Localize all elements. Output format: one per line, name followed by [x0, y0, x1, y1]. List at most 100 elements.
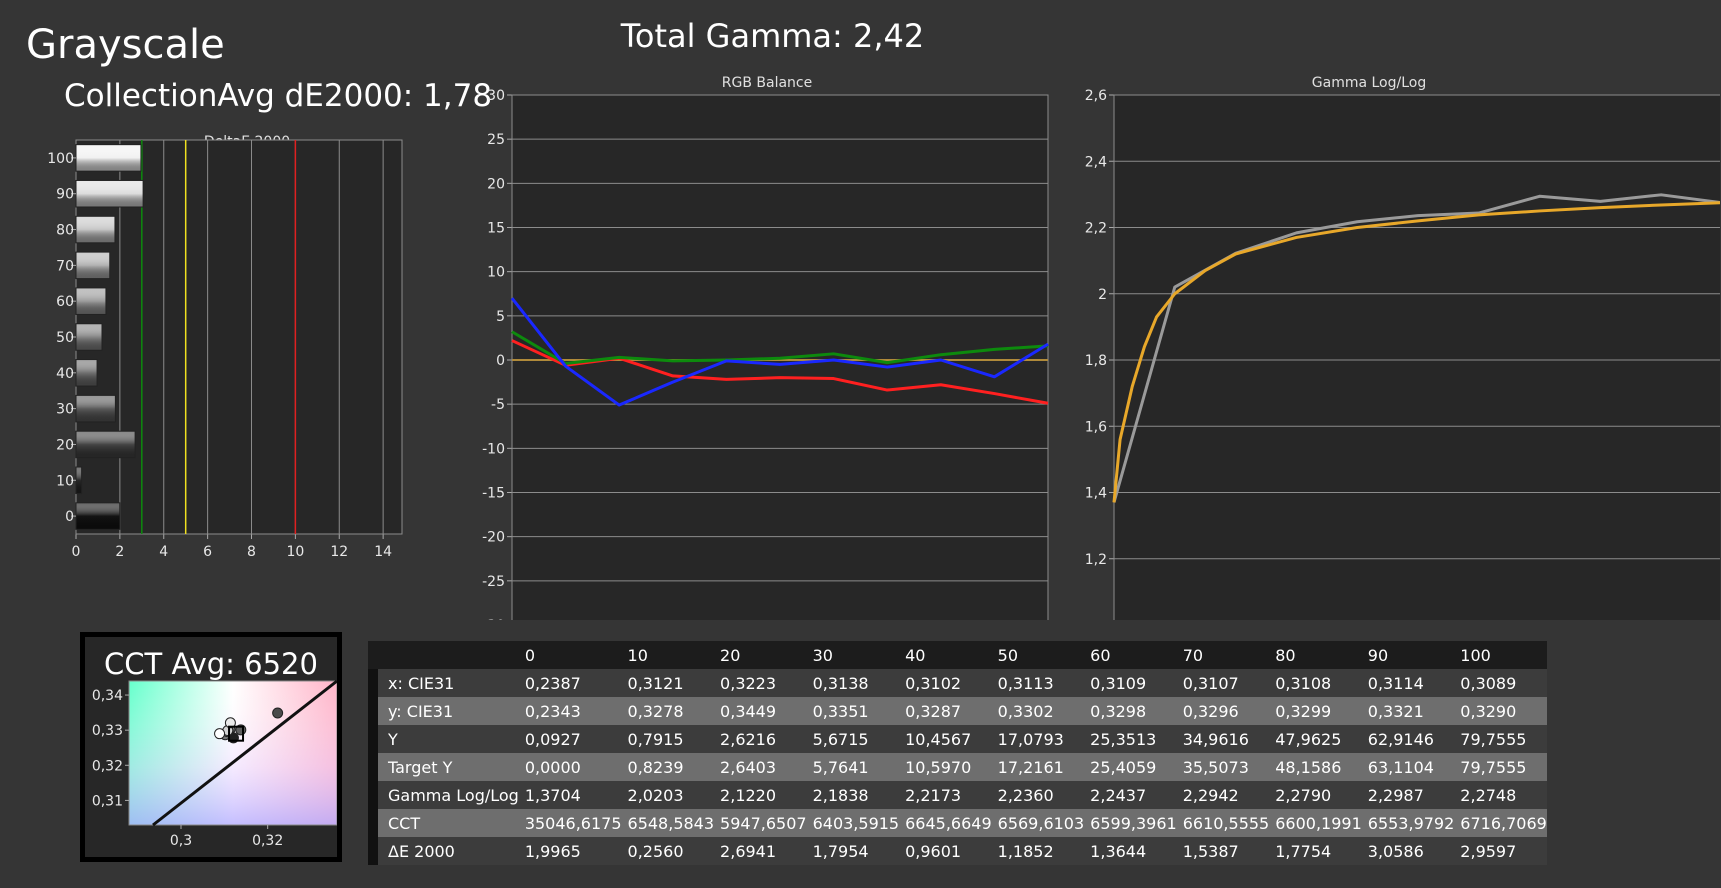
cie-y-tick-label: 0,33 — [92, 723, 123, 739]
deltae-bar-shading — [75, 179, 144, 208]
table-column-header: 70 — [1176, 641, 1270, 669]
table-cell: 5947,6507 — [714, 809, 807, 837]
table-cell: 0,2560 — [621, 837, 715, 865]
deltae-category-label: 100 — [47, 151, 74, 167]
rgb-balance-chart: RGB Balance 30 25 20 15 10 5 0 -5 -10 -15 -20 -25 -3… — [482, 75, 1049, 620]
table-row-stub — [368, 809, 378, 837]
deltae-bar-shading — [75, 359, 98, 387]
cie-y-tick-label: 0,31 — [92, 793, 123, 809]
rgb-y-tick-label: 5 — [496, 309, 505, 325]
table-cell: 6645,6649 — [899, 809, 992, 837]
table-cell: 0,0927 — [518, 725, 622, 753]
table-cell: 0,8239 — [621, 753, 715, 781]
planckian-locus-line — [152, 679, 337, 827]
table-cell: 0,3114 — [1361, 669, 1455, 697]
table-cell: 0,3321 — [1361, 697, 1455, 725]
table-cell: 1,3704 — [518, 781, 622, 809]
table-cell: 0,3298 — [1084, 697, 1177, 725]
table-cell: 2,6403 — [714, 753, 807, 781]
table-row-stub — [368, 725, 378, 753]
table-cell: 1,7954 — [806, 837, 900, 865]
rgb-balance-chart-title: RGB Balance — [722, 75, 812, 91]
table-cell: 0,3138 — [806, 669, 900, 697]
table-cell: 0,0000 — [518, 753, 622, 781]
table-cell: 10,4567 — [899, 725, 992, 753]
deltae-bar-shading — [75, 144, 142, 172]
table-cell: 25,4059 — [1084, 753, 1177, 781]
table-column-header: 60 — [1084, 641, 1177, 669]
deltae-x-tick-label: 10 — [286, 544, 304, 560]
table-row-label: Gamma Log/Log — [378, 781, 519, 809]
table-cell: 0,3351 — [806, 697, 900, 725]
cie-chart: 0,34 0,33 0,32 0,31 0,3 0,32 — [92, 679, 337, 849]
table-row-label: CCT — [378, 809, 519, 837]
table-cell: 6716,7069 — [1454, 809, 1547, 837]
deltae-category-label: 60 — [56, 294, 74, 310]
table-cell: 1,3644 — [1084, 837, 1177, 865]
rgb-series-line-2 — [510, 297, 1049, 407]
cct-panel: CCT Avg: 6520 0,34 0,33 0,32 0,31 0,3 0,32 — [80, 632, 342, 862]
gamma-chart: Gamma Log/Log 2,62,42,221,81,61,41,20102… — [1085, 75, 1720, 620]
measurement-table: 0 10 20 30 40 50 60 70 80 90 100 x: CIE31 0,2387 0,3… — [368, 641, 1547, 865]
gamma-series-line-1 — [1112, 201, 1720, 503]
table-cell: 25,3513 — [1084, 725, 1177, 753]
cie-border — [128, 680, 337, 826]
deltae-bar-shading — [75, 502, 121, 530]
deltae-bar-shading — [75, 466, 83, 495]
gamma-plot-border — [1113, 94, 1720, 620]
deltae-x-tick-label: 4 — [159, 544, 168, 560]
table-row: ΔE 2000 1,9965 0,2560 2,6941 1,7954 0,9601 1,1… — [368, 837, 1547, 865]
table-cell: 6599,3961 — [1084, 809, 1177, 837]
table-row: Target Y 0,0000 0,8239 2,6403 5,7641 10,5970 1… — [368, 753, 1547, 781]
table-cell: 2,2748 — [1454, 781, 1547, 809]
table-cell: 79,7555 — [1454, 725, 1547, 753]
table-column-header: 90 — [1361, 641, 1455, 669]
deltae-category-label: 70 — [56, 258, 74, 274]
table-column-header: 30 — [806, 641, 900, 669]
table-column-header: 20 — [714, 641, 807, 669]
average-delta-e: CollectionAvg dE2000: 1,78 — [64, 78, 493, 114]
table-cell: 17,2161 — [991, 753, 1085, 781]
rgb-y-tick-label: 0 — [496, 353, 505, 369]
table-cell: 0,3299 — [1269, 697, 1362, 725]
gamma-y-tick-label: 1,8 — [1085, 353, 1107, 369]
table-cell: 10,5970 — [899, 753, 992, 781]
table-cell: 1,7754 — [1269, 837, 1362, 865]
cie-measured-point — [224, 717, 236, 729]
page-title: Grayscale — [26, 22, 225, 68]
table-column-header: 80 — [1269, 641, 1362, 669]
rgb-y-tick-label: -20 — [482, 530, 505, 546]
rgb-y-tick-label: -25 — [482, 574, 505, 590]
table-row: y: CIE31 0,2343 0,3278 0,3449 0,3351 0,3287 0,… — [368, 697, 1547, 725]
gamma-y-tick-label: 2,4 — [1085, 154, 1107, 170]
table-cell: 1,5387 — [1176, 837, 1270, 865]
rgb-y-tick-label: 10 — [487, 265, 505, 281]
table-row-stub — [368, 697, 378, 725]
deltae-category-label: 0 — [65, 509, 74, 525]
table-cell: 48,1586 — [1269, 753, 1362, 781]
table-cell: 0,3278 — [621, 697, 715, 725]
table-cell: 0,3102 — [899, 669, 992, 697]
deltae-category-label: 20 — [56, 437, 74, 453]
deltae-x-tick-label: 14 — [374, 544, 392, 560]
cie-y-tick-label: 0,34 — [92, 688, 123, 704]
table-cell: 63,1104 — [1361, 753, 1455, 781]
table-cell: 0,3223 — [714, 669, 807, 697]
deltae-x-tick-label: 12 — [330, 544, 348, 560]
table-cell: 2,2790 — [1269, 781, 1362, 809]
deltae-chart: DeltaE 2000 0246810121401020304050607080… — [47, 134, 403, 560]
table-cell: 0,2387 — [518, 669, 622, 697]
table-cell: 47,9625 — [1269, 725, 1362, 753]
cie-y-tick-label: 0,32 — [92, 758, 123, 774]
gamma-y-tick-label: 2,6 — [1085, 88, 1107, 104]
deltae-x-tick-label: 6 — [203, 544, 212, 560]
table-column-header: 0 — [518, 641, 622, 669]
table-cell: 0,7915 — [621, 725, 715, 753]
rgb-y-tick-label: 25 — [487, 132, 505, 148]
table-column-header: 10 — [621, 641, 715, 669]
table-cell: 2,2942 — [1176, 781, 1270, 809]
rgb-y-tick-label: -30 — [482, 618, 505, 620]
table-row: CCT 35046,6175 6548,5843 5947,6507 6403,5915… — [368, 809, 1547, 837]
table-cell: 1,9965 — [518, 837, 622, 865]
table-column-header: 100 — [1454, 641, 1547, 669]
